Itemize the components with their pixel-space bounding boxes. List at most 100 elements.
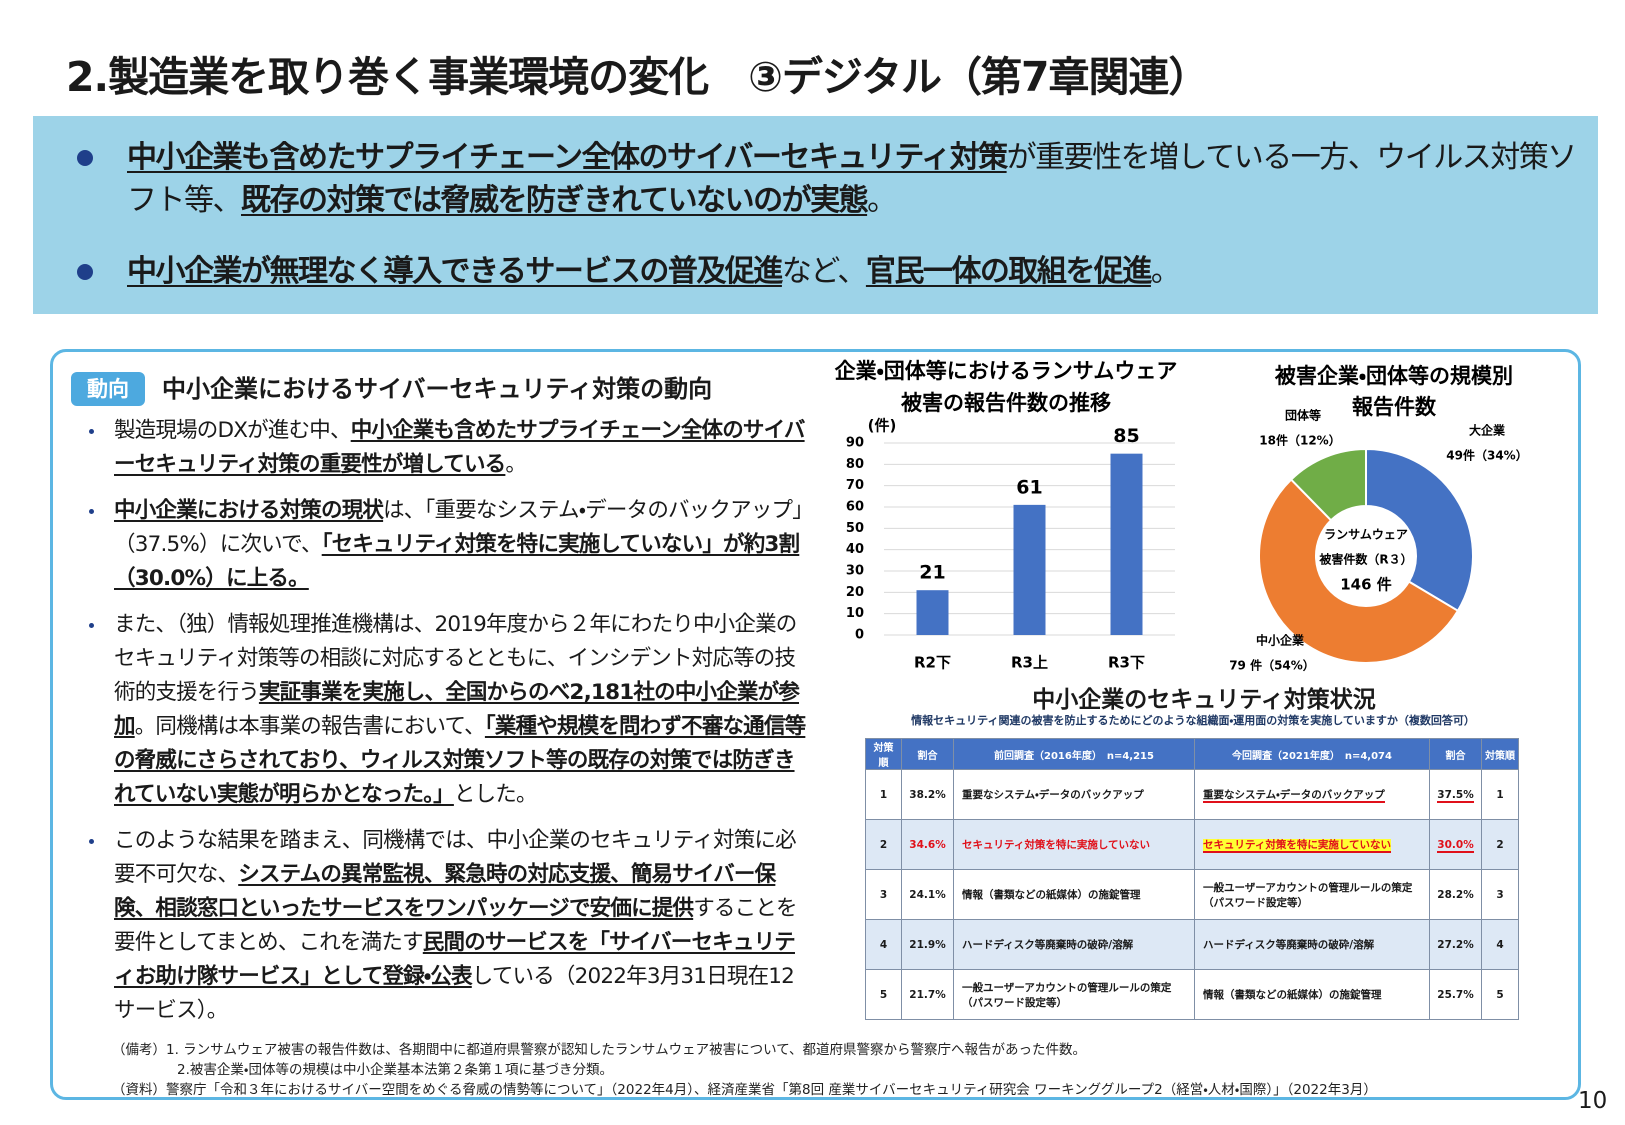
table-cell: 34.6% bbox=[901, 819, 954, 870]
table-cell: 5 bbox=[1481, 969, 1519, 1020]
center-label: 146 件 bbox=[1340, 576, 1392, 594]
column-header: 割合 bbox=[901, 738, 954, 770]
summary: 中小企業も含めたサプライチェーン全体のサイバーセキュリティ対策が重要性を増してい… bbox=[77, 136, 1577, 321]
slice-label: 大企業 bbox=[1469, 423, 1506, 438]
table-row: 4 21.9% ハードディスク等廃棄時の破砕/溶解 ハードディスク等廃棄時の破砕/溶解… bbox=[865, 919, 1519, 970]
y-tick-label: 40 bbox=[846, 542, 864, 557]
page-number: 10 bbox=[1578, 1088, 1608, 1114]
table-cell: 25.7% bbox=[1429, 969, 1482, 1020]
emphasis-text: 実証事業を実施し、全国からのべ2,181社の中小企業が参加 bbox=[114, 680, 800, 739]
note: （資料）警察庁「令和３年におけるサイバー空間をめぐる脅威の情勢等について」（20… bbox=[112, 1082, 1377, 1098]
table-subtitle: 情報セキュリティ関連の被害を防止するためにどのような組織面・運用面の対策を実施し… bbox=[911, 714, 1475, 727]
table-cell: 2 bbox=[865, 819, 902, 870]
cell-text: 2 bbox=[879, 838, 888, 851]
cell-text: セキュリティ対策を特に実施していない bbox=[1203, 839, 1392, 853]
badge: 動向 bbox=[71, 372, 145, 406]
text: 製造現場のDXが進む中、 bbox=[114, 418, 351, 443]
table-cell: 4 bbox=[1481, 919, 1519, 970]
chart-title: 報告件数 bbox=[1352, 395, 1437, 419]
cell-text: 21.9% bbox=[909, 938, 946, 951]
y-tick-label: 50 bbox=[846, 521, 864, 536]
table-cell: 3 bbox=[865, 869, 902, 920]
cell-text: 重要なシステム・データのバックアップ bbox=[962, 789, 1144, 801]
page-title: 2.製造業を取り巻く事業環境の変化 ③デジタル（第7章関連） bbox=[66, 53, 1210, 101]
chart-title: 企業・団体等におけるランサムウェア bbox=[835, 359, 1178, 383]
bar bbox=[916, 590, 949, 635]
bullet-dot bbox=[89, 429, 94, 434]
note: 2.被害企業・団体等の規模は中小企業基本法第２条第１項に基づき分類。 bbox=[177, 1062, 613, 1078]
column-header: 今回調査（2021年度） n=4,074 bbox=[1194, 738, 1430, 770]
cell-text: 4 bbox=[879, 938, 888, 951]
cell-text: 2 bbox=[1496, 838, 1504, 851]
paragraph: 中小企業が無理なく導入できるサービスの普及促進など、官民一体の取組を促進。 bbox=[77, 250, 1577, 293]
content-frame bbox=[50, 349, 1581, 1100]
cell-text: 21.7% bbox=[909, 988, 946, 1001]
table-cell: 重要なシステム・データのバックアップ bbox=[953, 769, 1195, 820]
table-cell: 24.1% bbox=[901, 869, 954, 920]
bullet-dot bbox=[77, 264, 93, 280]
text: 。 bbox=[505, 452, 527, 477]
column-header: 対策順 bbox=[865, 738, 902, 770]
text: 。 bbox=[1150, 254, 1181, 289]
table-cell: 3 bbox=[1481, 869, 1519, 920]
cell-text: 1 bbox=[879, 788, 888, 801]
column-header: 対策順 bbox=[1481, 738, 1519, 770]
emphasis-text: システムの異常監視、緊急時の対応支援、簡易サイバー保険、相談窓口といったサービス… bbox=[114, 862, 776, 921]
table-cell: 1 bbox=[1481, 769, 1519, 820]
cell-text: 38.2% bbox=[909, 788, 946, 801]
table-row: 5 21.7% 一般ユーザーアカウントの管理ルールの策定（パスワード設定等） 情報（書… bbox=[865, 969, 1519, 1020]
table-cell: 28.2% bbox=[1429, 869, 1482, 920]
text: とした。 bbox=[453, 782, 538, 807]
slice-label: 団体等 bbox=[1285, 408, 1321, 423]
section-heading: 中小企業におけるサイバーセキュリティ対策の動向 bbox=[162, 375, 713, 403]
data-label: 61 bbox=[1016, 476, 1042, 498]
cell-text: 34.6% bbox=[909, 838, 946, 851]
bullet-dot bbox=[89, 839, 94, 844]
cell-text: 情報（書類などの紙媒体）の施錠管理 bbox=[962, 889, 1141, 901]
y-tick-label: 60 bbox=[846, 500, 864, 515]
donut-hole bbox=[1316, 506, 1416, 606]
table-cell: 30.0% bbox=[1429, 819, 1482, 870]
paragraph: このような結果を踏まえ、同機構では、中小企業のセキュリティ対策に必要不可欠な、シ… bbox=[89, 824, 814, 1028]
paragraph: 中小企業における対策の現状は、「重要なシステム・データのバックアップ」（37.5… bbox=[89, 494, 814, 596]
table-cell: 重要なシステム・データのバックアップ bbox=[1194, 769, 1430, 820]
y-tick-label: 30 bbox=[846, 564, 864, 579]
y-tick-label: 20 bbox=[846, 585, 864, 600]
table-row: 2 34.6% セキュリティ対策を特に実施していない セキュリティ対策を特に実施してい… bbox=[865, 819, 1519, 870]
bullet-dot bbox=[89, 509, 94, 514]
cell-text: 24.1% bbox=[909, 888, 946, 901]
table-cell: セキュリティ対策を特に実施していない bbox=[953, 819, 1195, 870]
text: している（2022年3月31日現在12サービス）。 bbox=[114, 964, 795, 1023]
emphasis-text: 官民一体の取組を促進 bbox=[865, 254, 1153, 289]
cell-text: 25.7% bbox=[1437, 988, 1474, 1001]
table-cell: ハードディスク等廃棄時の破砕/溶解 bbox=[953, 919, 1195, 970]
table-cell: 情報（書類などの紙媒体）の施錠管理 bbox=[953, 869, 1195, 920]
table: 対策順 割合 前回調査（2016年度） n=4,215 今回調査（2021年度） n=… bbox=[865, 738, 1519, 1020]
cell-text: 4 bbox=[1496, 938, 1504, 951]
emphasis-text: 中小企業も含めたサプライチェーン全体のサイバーセキュリティ対策の重要性が増してい… bbox=[114, 418, 805, 477]
emphasis-text: 既存の対策では脅威を防ぎきれていないのが実態 bbox=[241, 183, 869, 218]
center-label: ランサムウェア bbox=[1324, 528, 1408, 542]
paragraph: また、（独）情報処理推進機構は、2019年度から２年にわたり中小企業のセキュリテ… bbox=[89, 608, 814, 812]
y-tick-label: 80 bbox=[846, 457, 864, 472]
cell-text: 5 bbox=[879, 988, 888, 1001]
text: は、「重要なシステム・データのバックアップ」（37.5%）に次いで、 bbox=[114, 498, 814, 557]
emphasis-text: 民間のサービスを「サイバーセキュリティお助け隊サービス」として登録・公表 bbox=[114, 930, 796, 989]
bullet-dot bbox=[77, 150, 93, 166]
cell-text: 3 bbox=[1496, 888, 1504, 901]
cell-text: ハードディスク等廃棄時の破砕/溶解 bbox=[962, 939, 1134, 951]
text: また、（独）情報処理推進機構は、2019年度から２年にわたり中小企業のセキュリテ… bbox=[114, 612, 797, 705]
trend-text: 製造現場のDXが進む中、中小企業も含めたサプライチェーン全体のサイバーセキュリテ… bbox=[89, 414, 814, 1040]
text: することを要件としてまとめ、これを満たす bbox=[114, 896, 798, 955]
cell-text: 5 bbox=[1496, 988, 1504, 1001]
data-label: 21 bbox=[919, 562, 945, 584]
table-title: 中小企業のセキュリティ対策状況 bbox=[1032, 687, 1376, 713]
slice-label: 中小企業 bbox=[1256, 633, 1305, 648]
cell-text: ハードディスク等廃棄時の破砕/溶解 bbox=[1203, 939, 1375, 951]
cell-text: 一般ユーザーアカウントの管理ルールの策定（パスワード設定等） bbox=[1203, 881, 1413, 909]
text: このような結果を踏まえ、同機構では、中小企業のセキュリティ対策に必要不可欠な、 bbox=[114, 828, 797, 887]
column-header: 割合 bbox=[1429, 738, 1482, 770]
emphasis-text: 中小企業が無理なく導入できるサービスの普及促進 bbox=[127, 254, 783, 289]
table-cell: 37.5% bbox=[1429, 769, 1482, 820]
